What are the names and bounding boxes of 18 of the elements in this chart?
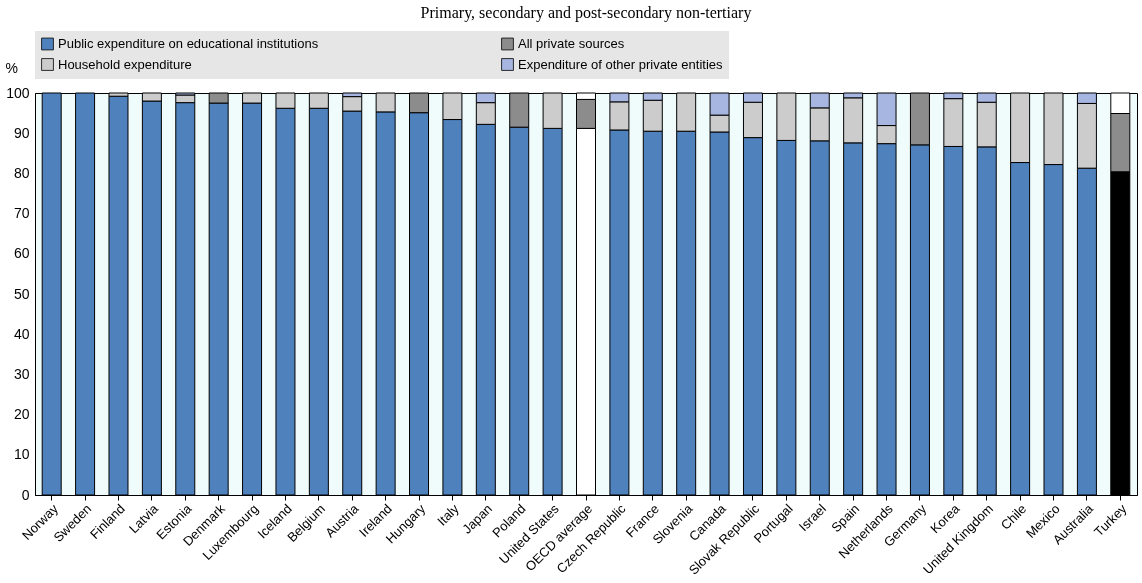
y-tick-label: 70 [13,205,30,222]
y-tick-label: 80 [13,164,30,181]
chart-title: Primary, secondary and post-secondary non-tertiary [420,4,752,22]
legend-label: All private sources [518,35,625,51]
y-tick-label: 10 [13,446,30,463]
y-tick-label: 90 [13,124,30,141]
y-tick-label: 100 [6,84,30,101]
legend-label: Household expenditure [58,56,192,72]
y-tick-label: 30 [13,365,30,382]
y-tick-label: 50 [13,285,30,302]
y-tick-label: 0 [21,486,30,503]
y-axis-title: % [5,59,18,76]
legend-label: Expenditure of other private entities [518,56,724,72]
y-tick-label: 60 [13,245,30,262]
y-tick-label: 40 [13,325,30,342]
y-tick-label: 20 [13,406,30,423]
legend-label: Public expenditure on educational institutions [58,35,319,51]
x-tick-label: Italy [434,500,462,529]
